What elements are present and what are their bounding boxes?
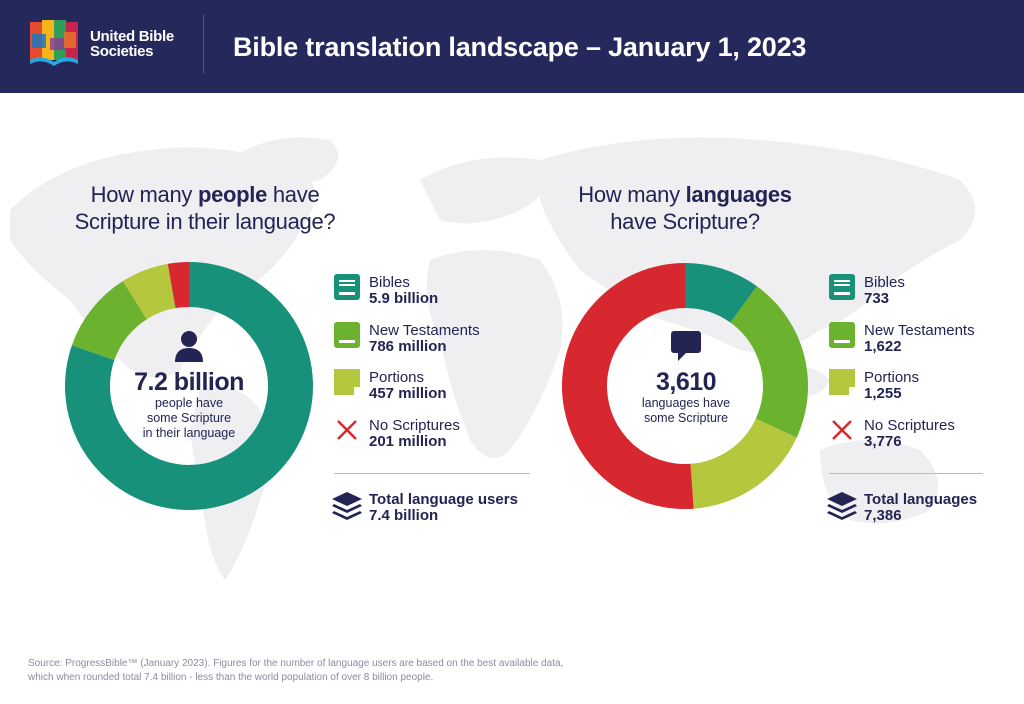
org-name-line2: Societies [90,43,154,60]
languages-total: Total languages 7,386 [826,490,1006,526]
legend-value: 1,622 [864,337,902,355]
legend-item-no-scriptures: No Scriptures 3,776 [829,415,1024,463]
people-center-line1: people have [154,396,224,410]
legend-label: No Scriptures [369,416,460,434]
donut-slice-new-testaments [730,286,808,438]
book-icon [334,274,360,300]
languages-center-value: 3,610 [655,368,717,396]
page-icon [334,369,360,395]
people-question-post: have [267,182,320,207]
donut-slice-new-testaments [71,281,147,360]
people-question-pre: How many [90,182,198,207]
people-total: Total language users 7.4 billion [331,490,541,526]
cross-icon [337,419,357,440]
people-question-bold: people [197,182,268,207]
people-question: How many people have Scripture in their … [40,181,370,235]
languages-question: How many languages have Scripture? [535,181,835,235]
legend-item-new-testaments: New Testaments 1,622 [829,320,1024,368]
source-note: Source: ProgressBible™ (January 2023). F… [28,658,564,683]
legend-value: 201 million [369,432,447,450]
person-icon [175,331,203,362]
speech-bubble-icon [671,331,701,361]
legend-value: 786 million [369,337,447,355]
layers-icon [827,492,857,520]
people-center-summary: 7.2 billion people have some Scripture i… [114,330,264,441]
languages-question-pre: How many [578,182,686,207]
legend-value: 1,255 [864,385,902,402]
page-icon [829,369,855,395]
legend-value: 5.9 billion [369,290,439,307]
languages-legend-divider [829,473,983,474]
languages-center-line1: languages have [641,396,731,410]
layers-icon [332,492,362,520]
people-donut-chart [65,262,313,510]
legend-label: Portions [864,369,920,386]
header-divider [203,14,204,74]
languages-donut-chart [561,263,808,509]
legend-item-portions: Portions 1,255 [829,367,1024,415]
total-value: 7,386 [864,507,902,524]
logo-icon [30,20,78,66]
languages-center-summary: 3,610 languages have some Scripture [611,330,761,426]
languages-legend: Bibles 733 New Testaments 1,622 Portions… [829,272,1024,462]
people-center-value: 7.2 billion [134,368,244,396]
donut-slice-no-scriptures [167,262,189,309]
header-bar: United Bible Societies Bible translation… [0,0,1024,93]
donut-slice-portions [122,263,176,320]
people-question-line1: How many people have [40,181,370,208]
legend-label: Bibles [864,274,905,291]
page-title: Bible translation landscape – January 1,… [233,32,807,62]
total-value: 7.4 billion [369,507,439,524]
book-half-icon [829,321,855,348]
donut-slice-bibles [65,262,313,510]
donut-slice-bibles [685,263,757,323]
people-question-line2: Scripture in their language? [74,209,336,234]
people-legend: Bibles 5.9 billion New Testaments 786 mi… [334,272,534,462]
people-legend-divider [334,473,530,474]
legend-value: 3,776 [864,432,902,450]
legend-value: 733 [864,290,890,307]
languages-center-line2: some Scripture [643,411,729,425]
legend-label: Portions [369,369,425,386]
people-center-line2: some Scripture [146,411,232,425]
languages-question-line2: have Scripture? [610,209,760,234]
languages-question-bold: languages [685,182,792,207]
legend-label: New Testaments [864,321,975,339]
legend-label: Bibles [369,274,410,291]
legend-item-bibles: Bibles 5.9 billion [334,272,534,320]
book-half-icon [334,321,360,348]
org-name-line1: United Bible [90,28,174,45]
legend-item-bibles: Bibles 733 [829,272,1024,320]
legend-item-no-scriptures: No Scriptures 201 million [334,415,534,463]
total-label: Total language users [369,491,518,508]
legend-label: New Testaments [369,321,480,339]
legend-label: No Scriptures [864,416,955,434]
people-center-line3: in their language [142,426,236,440]
total-label: Total languages [864,491,978,508]
languages-question-line1: How many languages [535,181,835,208]
book-icon [829,274,855,300]
legend-item-portions: Portions 457 million [334,367,534,415]
cross-icon [832,419,852,440]
org-name: United Bible Societies [90,29,174,59]
donut-slice-no-scriptures [561,263,694,509]
donut-slice-portions [690,418,797,509]
legend-item-new-testaments: New Testaments 786 million [334,320,534,368]
legend-value: 457 million [369,385,447,402]
